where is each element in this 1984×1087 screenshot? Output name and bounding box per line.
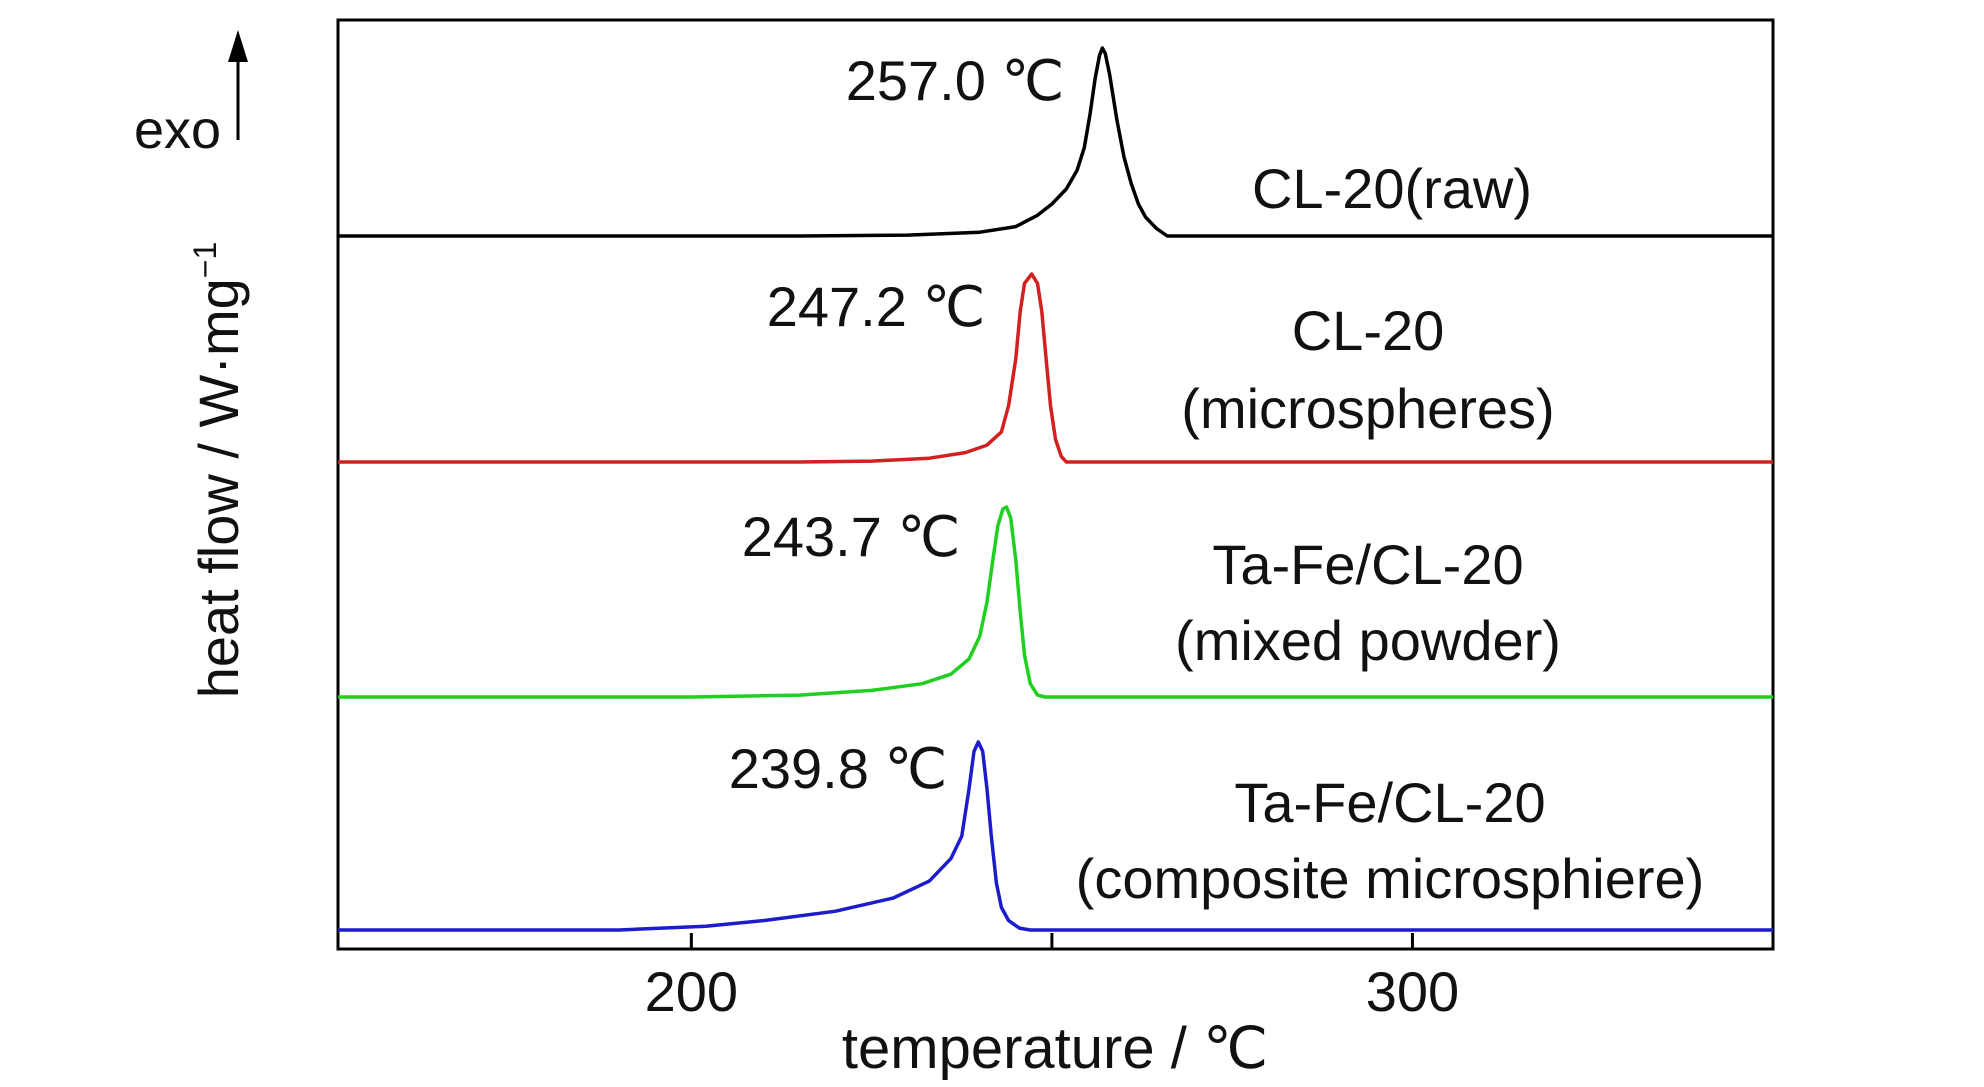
plot-frame — [336, 18, 1775, 951]
y-axis-label-superscript: −1 — [187, 242, 223, 278]
peak-label-1: 257.0 ℃ — [846, 49, 1065, 112]
x-tick-label-3: 300 — [1366, 960, 1459, 1023]
peak-labels: 257.0 ℃ 247.2 ℃ 243.7 ℃ 239.8 ℃ — [729, 49, 1065, 800]
sample-label-1-line-1: CL-20(raw) — [1252, 157, 1532, 220]
exo-label: exo — [134, 100, 221, 160]
series-curve-3 — [338, 505, 1773, 699]
peak-label-4: 239.8 ℃ — [729, 737, 948, 800]
x-axis-ticks: 200 300 — [645, 933, 1459, 1023]
sample-label-2-line-1: CL-20 — [1292, 299, 1445, 362]
sample-label-3-line-2: (mixed powder) — [1175, 609, 1561, 672]
sample-label-3-line-1: Ta-Fe/CL-20 — [1212, 533, 1523, 596]
y-axis-label-group: heat flow / W·mg−1 — [187, 242, 250, 699]
y-axis-label: heat flow / W·mg−1 — [187, 242, 250, 699]
sample-label-4-line-2: (composite microsphiere) — [1076, 847, 1705, 910]
x-axis-label: temperature / ℃ — [842, 1016, 1268, 1081]
series-curve-2 — [338, 272, 1773, 464]
series-curve-1 — [338, 46, 1773, 238]
series-curves — [338, 46, 1773, 932]
sample-label-4-line-1: Ta-Fe/CL-20 — [1234, 771, 1545, 834]
y-axis-label-main: heat flow / W·mg — [187, 278, 250, 698]
sample-label-2-line-2: (microspheres) — [1181, 377, 1554, 440]
series-curve-4 — [338, 740, 1773, 932]
x-tick-label-1: 200 — [645, 960, 738, 1023]
sample-labels: CL-20(raw) CL-20 (microspheres) Ta-Fe/CL-20… — [1076, 157, 1705, 910]
peak-label-2: 247.2 ℃ — [767, 275, 986, 338]
exo-arrow-icon — [228, 30, 248, 62]
peak-label-3: 243.7 ℃ — [742, 505, 961, 568]
